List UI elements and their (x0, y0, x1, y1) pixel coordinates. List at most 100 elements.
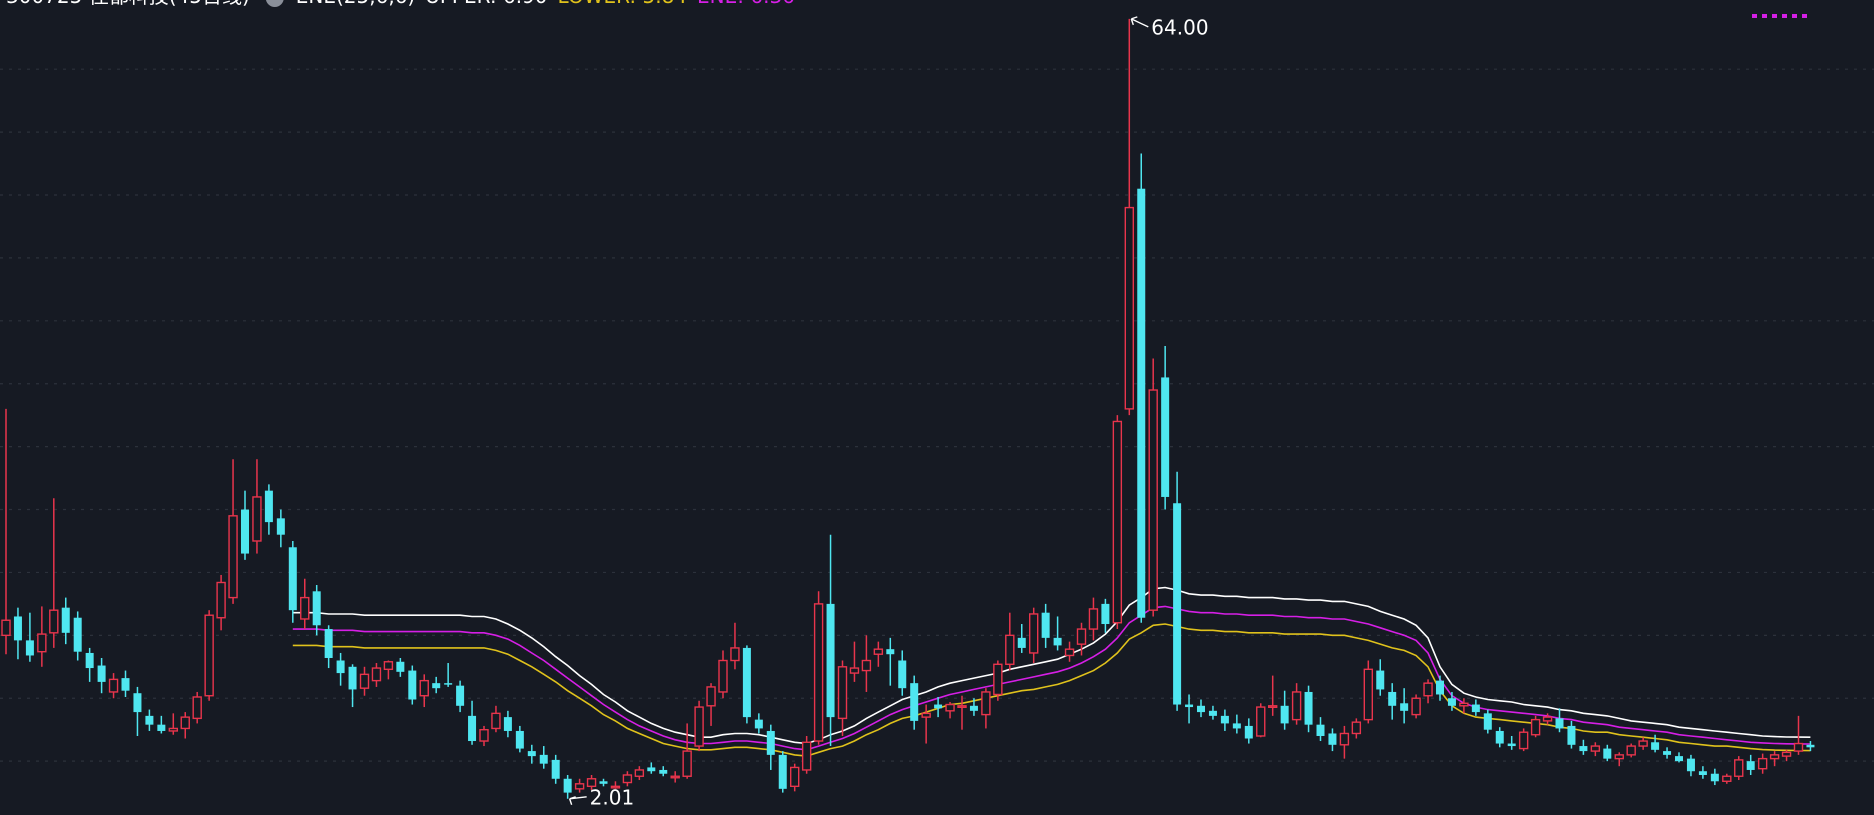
candles (1, 18, 1815, 799)
candle-body (1603, 748, 1612, 759)
candle-body (1495, 730, 1504, 744)
candle-body (1124, 206, 1135, 410)
candle-body (85, 652, 94, 669)
candle-body (1220, 715, 1229, 724)
candle-body (813, 603, 824, 742)
candle-body (1626, 745, 1636, 756)
candle-body (157, 724, 166, 731)
chart-title: 300725 佳都科技(45日线) (6, 0, 250, 8)
candle-body (1328, 733, 1337, 745)
candle-body (432, 683, 441, 689)
candle-body (37, 633, 47, 653)
candle-body (670, 775, 680, 779)
candle-body (826, 603, 835, 718)
candle-body (898, 660, 907, 689)
candle-body (921, 712, 931, 718)
candle-body (133, 693, 142, 713)
candle-body (873, 648, 884, 655)
candle-body (1376, 670, 1385, 690)
candle-body (886, 649, 895, 655)
candle-body (981, 691, 991, 716)
candle-body (288, 547, 297, 611)
candle-body (1148, 389, 1158, 611)
candle-body (790, 766, 800, 788)
candle-body (1447, 698, 1456, 706)
candle-body (910, 683, 919, 721)
candle-body (1757, 757, 1768, 770)
candle-body (969, 705, 978, 711)
candle-body (1064, 648, 1075, 657)
candle-body (586, 778, 597, 788)
candle-body (1651, 742, 1660, 750)
candle-body (204, 614, 214, 697)
candle-body (1710, 773, 1719, 782)
candle-body (1746, 761, 1755, 770)
candle-body (49, 609, 59, 634)
candle-body (539, 754, 548, 764)
candle-body (1423, 682, 1433, 697)
candle-body (241, 509, 249, 554)
candle-body (13, 616, 22, 641)
candle-body (1542, 716, 1553, 722)
candle-body (754, 719, 763, 729)
candle-body (168, 727, 179, 732)
candle-body (622, 774, 633, 784)
candle-body (563, 778, 572, 793)
candle-body (1112, 420, 1123, 624)
candle-body (1734, 759, 1744, 777)
candle-body (359, 673, 370, 689)
candle-body (1351, 721, 1362, 735)
candle-body (1579, 746, 1588, 752)
candle-body (324, 629, 333, 658)
candle-body (252, 496, 262, 542)
candle-body (1161, 377, 1170, 497)
candle-body (61, 607, 70, 633)
candle-body (97, 665, 106, 682)
candle-body (718, 659, 728, 693)
candle-body (1088, 608, 1099, 630)
candle-body (957, 705, 967, 708)
candle-body (647, 767, 656, 772)
candle-body (264, 490, 273, 523)
candle-body (1590, 745, 1601, 752)
candle-body (1185, 704, 1194, 708)
candle-body (371, 667, 382, 682)
candle-body (348, 666, 357, 690)
candle-body (73, 617, 82, 652)
candle-body (1256, 706, 1266, 737)
candle-body (1173, 503, 1182, 705)
candle-body (1806, 744, 1815, 748)
candle-body (1507, 743, 1516, 747)
candle-body (300, 596, 310, 620)
candle-body (408, 670, 417, 700)
candle-body (1567, 725, 1576, 745)
candle-body (1638, 740, 1648, 747)
candle-body (503, 717, 512, 731)
candle-body (634, 769, 645, 777)
candle-body (383, 661, 394, 671)
candle-body (551, 759, 560, 779)
candle-body (599, 781, 608, 784)
candle-body (694, 706, 704, 747)
candle-body (1363, 668, 1374, 721)
candle-body (1686, 758, 1695, 772)
candle-body (1518, 731, 1529, 750)
annotation-label: 2.01 (590, 785, 635, 809)
candle-body (730, 647, 740, 662)
candle-body (1471, 704, 1480, 713)
candle-body (216, 581, 226, 619)
candle-body (610, 785, 621, 789)
candle-body (1005, 634, 1015, 665)
candle-body (1208, 710, 1217, 716)
candle-body (1793, 742, 1804, 752)
candle-body (145, 715, 154, 725)
candle-body (837, 666, 848, 720)
candle-body (801, 741, 812, 771)
candle-body (456, 685, 465, 706)
candle-body (1304, 691, 1313, 725)
candle-body (682, 750, 692, 777)
candle-body (1769, 754, 1780, 760)
candle-body (180, 716, 190, 730)
